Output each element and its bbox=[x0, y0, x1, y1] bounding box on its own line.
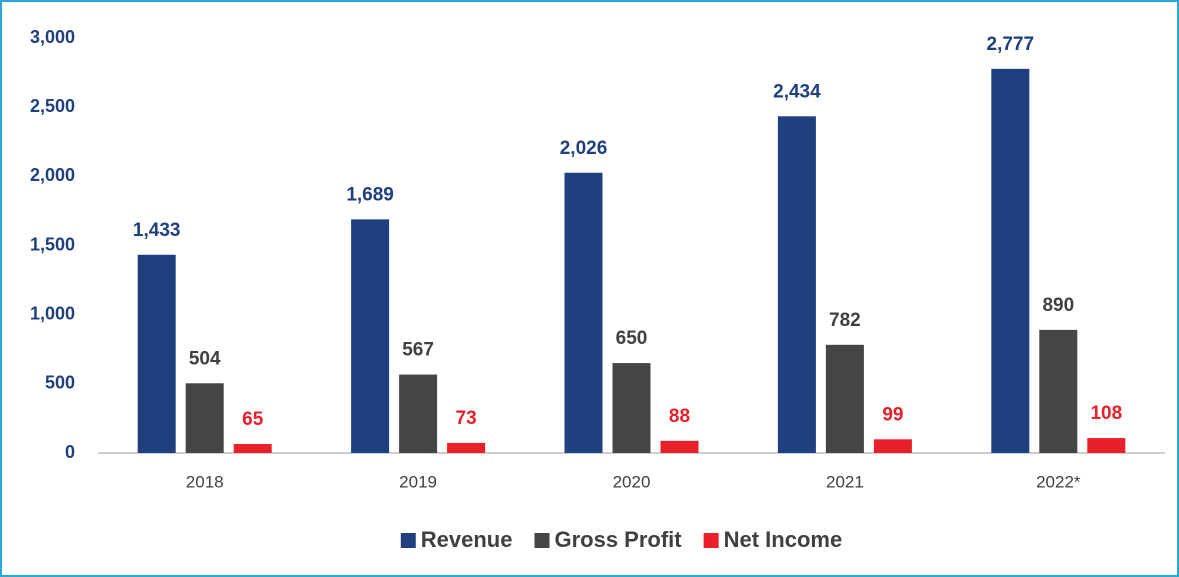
data-label: 108 bbox=[1090, 403, 1122, 424]
bar bbox=[137, 254, 176, 453]
bar bbox=[660, 440, 699, 453]
data-label: 1,433 bbox=[133, 220, 181, 241]
y-tick-label: 2,500 bbox=[30, 96, 75, 116]
bar bbox=[1039, 329, 1078, 453]
bar bbox=[612, 363, 651, 453]
legend-swatch bbox=[400, 533, 416, 548]
data-label: 650 bbox=[616, 328, 648, 349]
bar bbox=[825, 344, 864, 453]
bar bbox=[991, 68, 1030, 454]
data-label: 99 bbox=[882, 404, 903, 425]
x-tick-label: 2020 bbox=[613, 472, 651, 491]
data-label: 2,777 bbox=[987, 34, 1035, 55]
legend-label: Net Income bbox=[724, 527, 843, 552]
y-tick-label: 500 bbox=[45, 373, 75, 393]
x-tick-label: 2018 bbox=[186, 472, 224, 491]
x-tick-label: 2022* bbox=[1036, 472, 1081, 491]
bar bbox=[873, 439, 912, 453]
data-label: 2,026 bbox=[560, 138, 608, 159]
legend-label: Revenue bbox=[421, 527, 513, 552]
y-tick-label: 2,000 bbox=[30, 165, 75, 185]
y-tick-label: 1,000 bbox=[30, 303, 75, 323]
data-label: 782 bbox=[829, 310, 861, 331]
bar bbox=[185, 383, 224, 453]
bar bbox=[777, 116, 816, 454]
bar bbox=[233, 444, 272, 453]
data-label: 890 bbox=[1042, 295, 1074, 316]
x-tick-label: 2019 bbox=[399, 472, 437, 491]
data-label: 1,689 bbox=[346, 184, 394, 205]
data-label: 88 bbox=[669, 406, 690, 427]
data-label: 73 bbox=[456, 408, 477, 429]
bar bbox=[447, 442, 486, 453]
bar bbox=[564, 172, 603, 453]
data-label: 2,434 bbox=[773, 81, 821, 102]
y-tick-label: 1,500 bbox=[30, 234, 75, 254]
x-tick-label: 2021 bbox=[826, 472, 864, 491]
y-tick-label: 0 bbox=[65, 442, 75, 462]
legend-label: Gross Profit bbox=[554, 527, 682, 552]
legend-swatch bbox=[703, 533, 719, 548]
data-label: 65 bbox=[242, 409, 264, 430]
data-label: 504 bbox=[189, 348, 221, 369]
bar bbox=[1087, 438, 1126, 453]
data-label: 567 bbox=[402, 340, 434, 361]
legend-swatch bbox=[534, 533, 550, 548]
bar bbox=[399, 374, 438, 453]
bar bbox=[351, 219, 390, 453]
y-tick-label: 3,000 bbox=[30, 27, 75, 47]
